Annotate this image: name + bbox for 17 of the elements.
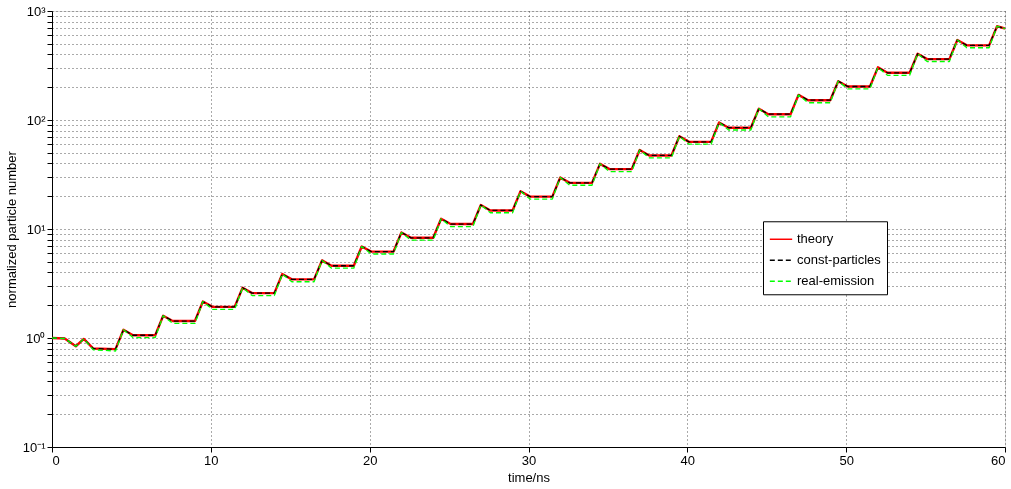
y-tick-label: 10⁰ xyxy=(26,330,46,346)
x-tick-label: 10 xyxy=(204,452,219,468)
y-tick-label: 10³ xyxy=(26,3,47,19)
legend-label: theory xyxy=(797,231,834,247)
x-tick-label: 40 xyxy=(680,452,696,468)
y-tick-label: 10⁻¹ xyxy=(22,439,47,455)
x-axis-title: time/ns xyxy=(508,469,551,485)
legend-label: real-emission xyxy=(797,273,875,289)
x-tick-label: 0 xyxy=(52,452,60,468)
x-tick-label: 60 xyxy=(991,452,1006,468)
x-tick-label: 30 xyxy=(521,452,537,468)
x-tick-label: 20 xyxy=(362,452,378,468)
y-tick-label: 10¹ xyxy=(26,221,47,237)
y-axis-title: normalized particle number xyxy=(3,150,19,308)
y-tick-label: 10² xyxy=(26,112,47,128)
legend-label: const-particles xyxy=(797,252,882,268)
x-tick-label: 50 xyxy=(839,452,854,468)
